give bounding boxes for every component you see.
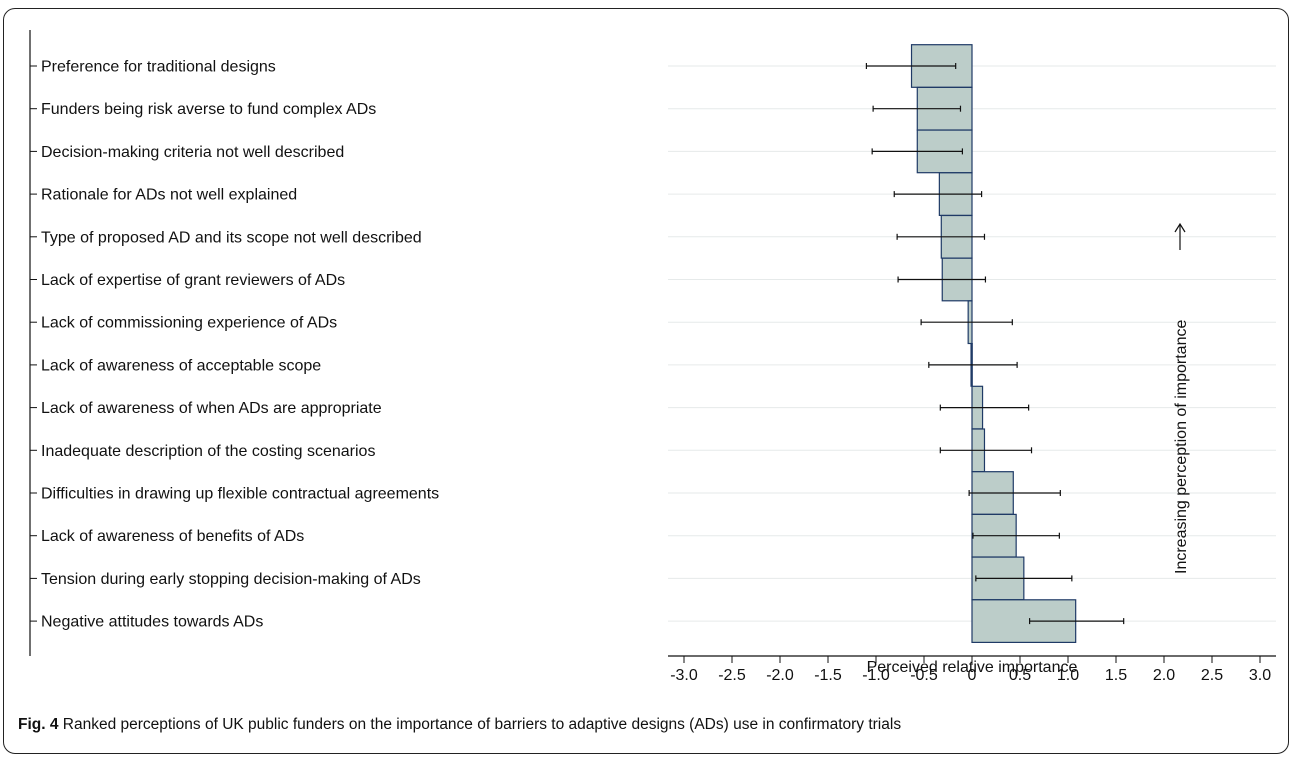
- x-axis-title: Perceived relative importance: [867, 659, 1078, 676]
- figure-caption-text: Ranked perceptions of UK public funders …: [62, 716, 902, 733]
- y-axis: Preference for traditional designs Funder…: [29, 30, 439, 656]
- x-tick-label: -0.5: [910, 667, 938, 684]
- y-tick-label: Rationale for ADs not well explained: [41, 187, 297, 204]
- y-tick-label: Lack of expertise of grant reviewers of …: [41, 272, 345, 289]
- y-tick-label: Lack of awareness of when ADs are approp…: [41, 400, 382, 417]
- y-tick-label: Type of proposed AD and its scope not we…: [41, 229, 422, 246]
- error-bars: [865, 63, 1125, 625]
- figure-caption: Fig. 4 Ranked perceptions of UK public f…: [18, 716, 1278, 734]
- x-tick-label: 3.0: [1249, 667, 1271, 684]
- annotation-text: Increasing perception of importance: [1173, 320, 1190, 574]
- y-tick-label: Decision-making criteria not well descri…: [41, 144, 344, 161]
- x-tick-label: 0: [968, 667, 977, 684]
- x-tick-label: 2.5: [1201, 667, 1223, 684]
- y-tick-label: Lack of awareness of benefits of ADs: [41, 528, 304, 545]
- bar-chart: Preference for traditional designs Funder…: [29, 30, 1276, 684]
- x-tick-label: -2.0: [766, 667, 794, 684]
- figure-label: Fig. 4: [18, 716, 59, 733]
- arrow-head: [1174, 222, 1186, 233]
- x-tick-label: -1.5: [814, 667, 842, 684]
- x-tick-label: -2.5: [718, 667, 746, 684]
- bars: [910, 44, 1077, 643]
- y-tick-label: Tension during early stopping decision-m…: [41, 571, 421, 588]
- importance-annotation: Increasing perception of importance: [1173, 222, 1190, 574]
- x-tick-label: -3.0: [670, 667, 698, 684]
- y-tick-label: Inadequate description of the costing sc…: [41, 443, 375, 460]
- x-tick-label: -1.0: [862, 667, 890, 684]
- x-tick-label: 1.5: [1105, 667, 1127, 684]
- y-tick-label: Negative attitudes towards ADs: [41, 614, 263, 631]
- y-tick-label: Difficulties in drawing up flexible cont…: [41, 486, 439, 503]
- x-tick-label: 2.0: [1153, 667, 1175, 684]
- y-tick-label: Preference for traditional designs: [41, 59, 276, 76]
- y-tick-label: Lack of commissioning experience of ADs: [41, 315, 337, 332]
- x-axis: -3.0 -2.5 -2.0 -1.5 -1.0 -0.5 0 0.5 1.0 1.5 2.0 2.5…: [668, 655, 1276, 684]
- y-tick-label: Lack of awareness of acceptable scope: [41, 357, 321, 374]
- y-tick-label: Funders being risk averse to fund comple…: [41, 101, 376, 118]
- x-tick-label: 1.0: [1057, 667, 1079, 684]
- x-tick-label: 0.5: [1009, 667, 1031, 684]
